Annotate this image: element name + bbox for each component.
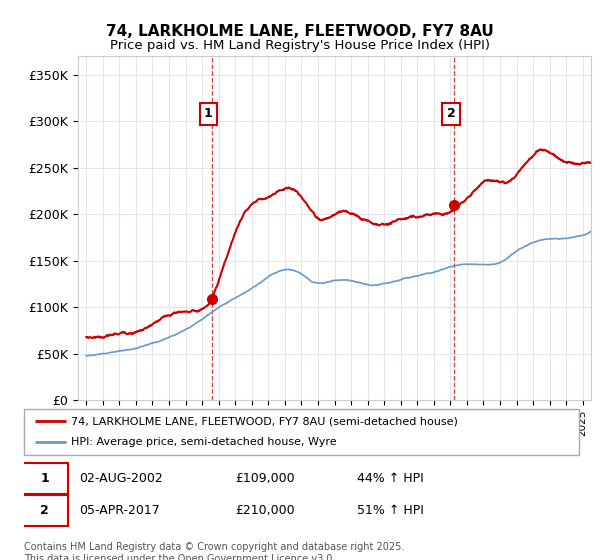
- Text: 1: 1: [204, 107, 213, 120]
- FancyBboxPatch shape: [24, 409, 579, 455]
- Text: 51% ↑ HPI: 51% ↑ HPI: [357, 504, 424, 517]
- Text: £210,000: £210,000: [235, 504, 295, 517]
- FancyBboxPatch shape: [21, 495, 68, 526]
- Text: £109,000: £109,000: [235, 472, 295, 484]
- Text: 02-AUG-2002: 02-AUG-2002: [79, 472, 163, 484]
- Text: 05-APR-2017: 05-APR-2017: [79, 504, 160, 517]
- Text: Contains HM Land Registry data © Crown copyright and database right 2025.
This d: Contains HM Land Registry data © Crown c…: [24, 542, 404, 560]
- Text: 74, LARKHOLME LANE, FLEETWOOD, FY7 8AU: 74, LARKHOLME LANE, FLEETWOOD, FY7 8AU: [106, 24, 494, 39]
- Text: 1: 1: [40, 472, 49, 484]
- Text: 44% ↑ HPI: 44% ↑ HPI: [357, 472, 424, 484]
- Text: HPI: Average price, semi-detached house, Wyre: HPI: Average price, semi-detached house,…: [71, 437, 337, 447]
- FancyBboxPatch shape: [21, 463, 68, 493]
- Text: 2: 2: [447, 107, 455, 120]
- Text: 74, LARKHOLME LANE, FLEETWOOD, FY7 8AU (semi-detached house): 74, LARKHOLME LANE, FLEETWOOD, FY7 8AU (…: [71, 416, 458, 426]
- Text: Price paid vs. HM Land Registry's House Price Index (HPI): Price paid vs. HM Land Registry's House …: [110, 39, 490, 52]
- Text: 2: 2: [40, 504, 49, 517]
